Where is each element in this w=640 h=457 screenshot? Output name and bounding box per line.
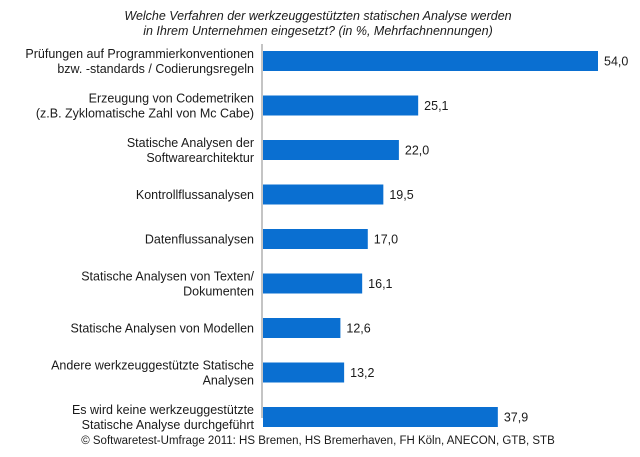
category-label-4-line-1: Kontrollflussanalysen bbox=[136, 188, 254, 202]
category-label-2-line-2: (z.B. Zyklomatische Zahl von Mc Cabe) bbox=[36, 107, 254, 121]
value-label-4: 19,5 bbox=[389, 188, 413, 202]
value-label-9: 37,9 bbox=[504, 411, 528, 425]
category-label-7-line-1: Statische Analysen von Modellen bbox=[71, 322, 254, 336]
category-label-9-line-2: Statische Analyse durchgeführt bbox=[82, 418, 255, 432]
value-label-2: 25,1 bbox=[424, 99, 448, 113]
chart-title-line-1: Welche Verfahren der werkzeuggestützten … bbox=[124, 9, 511, 23]
value-label-1: 54,0 bbox=[604, 55, 628, 69]
plot-area: Prüfungen auf Programmierkonventionenbzw… bbox=[25, 47, 628, 432]
value-label-7: 12,6 bbox=[346, 322, 370, 336]
category-label-6-line-1: Statische Analysen von Texten/ bbox=[81, 270, 254, 284]
bar-1 bbox=[263, 51, 598, 71]
bar-2 bbox=[263, 96, 418, 116]
bar-9 bbox=[263, 407, 498, 427]
category-label-3-line-1: Statische Analysen der bbox=[127, 136, 254, 150]
category-label-8-line-2: Analysen bbox=[203, 374, 254, 388]
category-label-1-line-1: Prüfungen auf Programmierkonventionen bbox=[25, 47, 254, 61]
category-label-3-line-2: Softwarearchitektur bbox=[146, 151, 254, 165]
category-label-8-line-1: Andere werkzeuggestützte Statische bbox=[51, 359, 254, 373]
category-label-2-line-1: Erzeugung von Codemetriken bbox=[89, 92, 254, 106]
bar-5 bbox=[263, 229, 368, 249]
chart-title-line-2: in Ihrem Unternehmen eingesetzt? (in %, … bbox=[143, 24, 493, 38]
category-label-9-line-1: Es wird keine werkzeuggestützte bbox=[72, 403, 254, 417]
bar-7 bbox=[263, 318, 340, 338]
category-label-1-line-2: bzw. -standards / Codierungsregeln bbox=[57, 62, 254, 76]
bar-6 bbox=[263, 274, 362, 294]
value-label-3: 22,0 bbox=[405, 144, 429, 158]
bar-3 bbox=[263, 140, 399, 160]
value-label-8: 13,2 bbox=[350, 366, 374, 380]
value-label-5: 17,0 bbox=[374, 233, 398, 247]
category-label-6-line-2: Dokumenten bbox=[183, 285, 254, 299]
value-label-6: 16,1 bbox=[368, 277, 392, 291]
source-note: © Softwaretest-Umfrage 2011: HS Bremen, … bbox=[81, 435, 555, 447]
bar-4 bbox=[263, 185, 383, 205]
category-label-5-line-1: Datenflussanalysen bbox=[145, 233, 254, 247]
bar-8 bbox=[263, 363, 344, 383]
